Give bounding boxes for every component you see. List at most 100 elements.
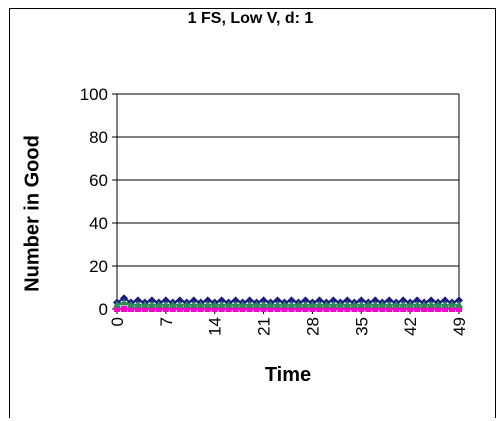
data-point — [309, 306, 316, 312]
data-point — [329, 300, 338, 308]
data-point — [133, 300, 142, 308]
data-point — [350, 300, 359, 308]
data-point — [218, 306, 225, 312]
data-point — [357, 296, 366, 305]
data-point — [259, 296, 268, 305]
data-point — [371, 296, 380, 305]
data-point — [287, 300, 296, 308]
data-point — [119, 294, 128, 303]
data-point — [217, 300, 226, 308]
data-point — [267, 306, 274, 312]
data-point — [455, 296, 463, 305]
data-point — [196, 300, 205, 308]
data-point — [351, 306, 358, 312]
data-point — [287, 296, 296, 305]
data-point — [245, 300, 254, 308]
data-point — [140, 300, 149, 308]
data-point — [323, 306, 330, 312]
data-point — [217, 296, 226, 305]
x-tick-label: 14 — [206, 317, 225, 336]
data-point — [114, 306, 120, 312]
data-point — [385, 296, 394, 305]
data-point — [448, 300, 457, 308]
data-point — [197, 306, 204, 312]
data-point — [441, 300, 450, 308]
data-point — [329, 296, 338, 305]
data-point — [189, 296, 198, 305]
data-point — [441, 296, 450, 305]
x-tick-label: 49 — [450, 317, 469, 336]
chart-frame — [9, 8, 496, 418]
data-point — [169, 306, 176, 312]
y-tick-label: 80 — [89, 128, 108, 147]
data-point — [260, 306, 267, 312]
data-point — [204, 306, 211, 312]
data-point — [231, 300, 240, 308]
y-tick-label: 60 — [89, 171, 108, 190]
x-tick-label: 28 — [303, 317, 322, 336]
data-point — [113, 300, 121, 308]
data-point — [134, 306, 141, 312]
data-point — [406, 300, 415, 308]
data-point — [428, 306, 435, 312]
data-point — [455, 300, 463, 308]
data-point — [343, 296, 352, 305]
data-point — [295, 306, 302, 312]
data-point — [274, 306, 281, 312]
data-point — [232, 306, 239, 312]
data-point — [358, 306, 365, 312]
data-point — [392, 300, 401, 308]
data-point — [148, 306, 155, 312]
data-point — [259, 300, 268, 308]
data-point — [399, 296, 408, 305]
data-point — [442, 306, 449, 312]
data-point — [210, 300, 219, 308]
x-tick-label: 0 — [108, 317, 127, 326]
x-axis-label: Time — [264, 364, 312, 386]
data-point — [308, 300, 317, 308]
data-point — [315, 300, 324, 308]
data-point — [456, 306, 462, 312]
data-point — [393, 306, 400, 312]
y-tick-label: 20 — [89, 257, 108, 276]
data-point — [330, 306, 337, 312]
data-point — [399, 300, 408, 308]
data-point — [175, 300, 184, 308]
data-point — [337, 306, 344, 312]
data-point — [301, 300, 310, 308]
data-point — [203, 300, 212, 308]
data-point — [385, 300, 394, 308]
data-point — [336, 300, 345, 308]
data-point — [378, 300, 387, 308]
data-point — [427, 300, 436, 308]
data-point — [162, 306, 169, 312]
data-point — [273, 300, 282, 308]
data-point — [372, 306, 379, 312]
data-point — [386, 306, 393, 312]
data-point — [322, 300, 331, 308]
x-tick-label: 7 — [157, 317, 176, 326]
data-point — [435, 306, 442, 312]
data-point — [301, 296, 310, 305]
data-point — [253, 306, 260, 312]
x-tick-label: 42 — [401, 317, 420, 336]
data-point — [238, 300, 247, 308]
data-point — [190, 306, 197, 312]
data-point — [365, 306, 372, 312]
data-point — [434, 300, 443, 308]
data-point — [280, 300, 289, 308]
data-point — [400, 306, 407, 312]
data-point — [133, 296, 142, 305]
data-point — [239, 306, 246, 312]
data-point — [371, 300, 380, 308]
data-point — [427, 296, 436, 305]
data-point — [413, 300, 422, 308]
data-point — [316, 306, 323, 312]
data-point — [161, 300, 170, 308]
x-tick-label: 35 — [352, 317, 371, 336]
data-point — [147, 296, 156, 305]
data-point — [225, 306, 232, 312]
data-point — [176, 306, 183, 312]
x-tick-label: 21 — [255, 317, 274, 336]
data-point — [420, 300, 429, 308]
